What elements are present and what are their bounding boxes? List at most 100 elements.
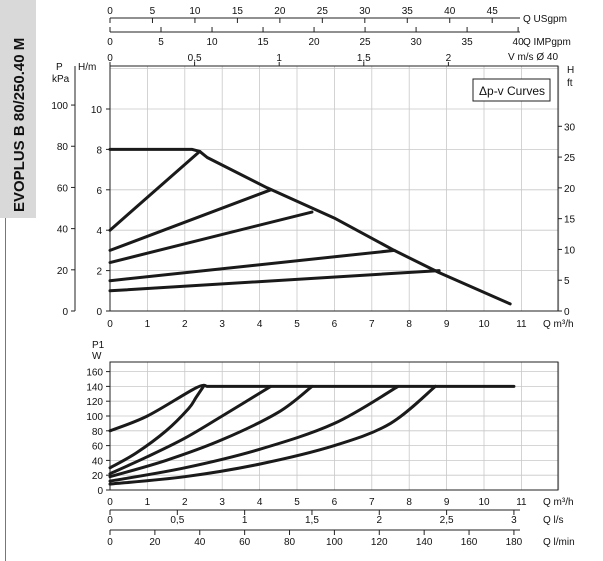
bottom-x-tick-label: 7 — [369, 497, 375, 508]
impgpm-tick-label: 5 — [158, 37, 164, 48]
ls-tick-label: 2,5 — [440, 515, 454, 526]
bottom-x-tick-label: 3 — [219, 497, 225, 508]
power-curve-max — [108, 383, 516, 433]
usgpm-tick-label: 20 — [274, 6, 286, 17]
ls-tick-label: 0 — [107, 515, 113, 526]
top-ylabel-kpa-unit: kPa — [52, 74, 70, 85]
impgpm-tick-label: 0 — [107, 37, 113, 48]
top-x-tick-label: 11 — [516, 319, 527, 330]
top-plot-frame — [109, 65, 559, 312]
usgpm-tick-label: 40 — [444, 6, 456, 17]
lmin-tick-label: 140 — [416, 537, 433, 548]
power-tick-label: 40 — [92, 456, 104, 467]
bottom-ls-unit: Q l/s — [543, 515, 564, 526]
power-curve-level-4 — [108, 384, 273, 476]
head-curve-level-2 — [108, 248, 396, 283]
usgpm-tick-label: 25 — [317, 6, 329, 17]
bottom-x-tick-label: 6 — [332, 497, 338, 508]
impgpm-tick-label: 30 — [411, 37, 423, 48]
top-x-tick-label: 4 — [257, 319, 263, 330]
lmin-tick-label: 120 — [371, 537, 388, 548]
power-tick-label: 140 — [86, 382, 103, 393]
head-tick-label: 8 — [96, 145, 102, 156]
impgpm-tick-label: 35 — [462, 37, 474, 48]
usgpm-tick-label: 30 — [359, 6, 371, 17]
ft-tick-label: 0 — [564, 307, 570, 318]
power-tick-label: 100 — [86, 412, 103, 423]
side-divider — [5, 218, 6, 561]
bottom-x-tick-label: 4 — [257, 497, 263, 508]
top-x-tick-label: 6 — [332, 319, 338, 330]
power-tick-label: 0 — [97, 486, 103, 497]
ft-tick-label: 25 — [564, 153, 576, 164]
head-tick-label: 10 — [91, 105, 103, 116]
bottom-x-tick-label: 1 — [145, 497, 151, 508]
power-tick-label: 60 — [92, 442, 104, 453]
kpa-tick-label: 80 — [57, 142, 69, 153]
head-curves — [108, 147, 512, 306]
axes — [71, 17, 562, 535]
bottom-x-tick-label: 2 — [182, 497, 188, 508]
lmin-tick-label: 160 — [461, 537, 478, 548]
top-x-tick-label: 3 — [219, 319, 225, 330]
velocity-tick-label: 0,5 — [188, 53, 202, 64]
ls-tick-label: 0,5 — [170, 515, 184, 526]
top-x-tick-label: 8 — [406, 319, 412, 330]
ft-tick-label: 20 — [564, 184, 576, 195]
ls-tick-label: 2 — [376, 515, 382, 526]
kpa-tick-label: 0 — [62, 307, 68, 318]
chart-title: Δp-v Curves — [479, 84, 545, 98]
ft-tick-label: 30 — [564, 122, 576, 133]
head-curve-level-3 — [108, 210, 314, 265]
ft-tick-label: 10 — [564, 245, 576, 256]
top-x-tick-label: 0 — [107, 319, 113, 330]
impgpm-tick-label: 10 — [206, 37, 218, 48]
top-usgpm-unit: Q USgpm — [523, 14, 567, 25]
side-title-svg: EVOPLUS B 80/250.40 M — [11, 38, 28, 212]
top-ylabel-right-h: H — [567, 65, 574, 76]
lmin-tick-label: 20 — [149, 537, 161, 548]
bottom-x-tick-label: 11 — [516, 497, 527, 508]
top-xlabel: Q m³/h — [543, 319, 574, 330]
power-curves — [108, 383, 516, 486]
head-curve-level-4 — [108, 188, 273, 252]
power-curve-level-3 — [108, 384, 314, 479]
top-ylabel-left: H/m — [78, 62, 96, 73]
usgpm-tick-label: 5 — [150, 6, 156, 17]
kpa-tick-label: 20 — [57, 266, 69, 277]
top-x-tick-label: 10 — [478, 319, 490, 330]
bottom-ylabel-w: W — [92, 351, 102, 362]
impgpm-tick-label: 20 — [308, 37, 320, 48]
head-curve-level-5 — [108, 149, 202, 232]
usgpm-tick-label: 15 — [232, 6, 244, 17]
tick-labels: 0 5 10 15 20 25 30 35 40 450 5 10 15 20 25 30 35 400 0,5 1 1… — [51, 6, 575, 548]
head-tick-label: 0 — [96, 307, 102, 318]
ft-tick-label: 5 — [564, 276, 570, 287]
top-velocity-unit: V m/s Ø 40 — [508, 52, 558, 63]
velocity-tick-label: 1 — [276, 53, 282, 64]
top-x-tick-label: 1 — [145, 319, 151, 330]
bottom-x-tick-label: 9 — [444, 497, 450, 508]
power-tick-label: 20 — [92, 471, 104, 482]
power-curve-level-1 — [108, 384, 437, 486]
bottom-ylabel-p1: P1 — [92, 340, 105, 351]
bottom-lmin-unit: Q l/min — [543, 537, 575, 548]
power-tick-label: 80 — [92, 427, 104, 438]
top-ylabel-kpa: P — [56, 62, 63, 73]
velocity-tick-label: 0 — [107, 53, 113, 64]
lmin-tick-label: 40 — [194, 537, 206, 548]
ft-tick-label: 15 — [564, 215, 576, 226]
head-tick-label: 2 — [96, 267, 102, 278]
power-tick-label: 120 — [86, 397, 103, 408]
head-curve-max — [108, 147, 512, 306]
bottom-x-tick-label: 5 — [294, 497, 300, 508]
ls-tick-label: 3 — [511, 515, 517, 526]
top-x-tick-label: 9 — [444, 319, 450, 330]
usgpm-tick-label: 0 — [107, 6, 113, 17]
side-title: EVOPLUS B 80/250.40 M — [11, 38, 28, 212]
ls-tick-label: 1 — [242, 515, 248, 526]
lmin-tick-label: 100 — [326, 537, 343, 548]
head-curve-level-1 — [108, 269, 441, 293]
top-x-tick-label: 5 — [294, 319, 300, 330]
usgpm-tick-label: 35 — [402, 6, 414, 17]
